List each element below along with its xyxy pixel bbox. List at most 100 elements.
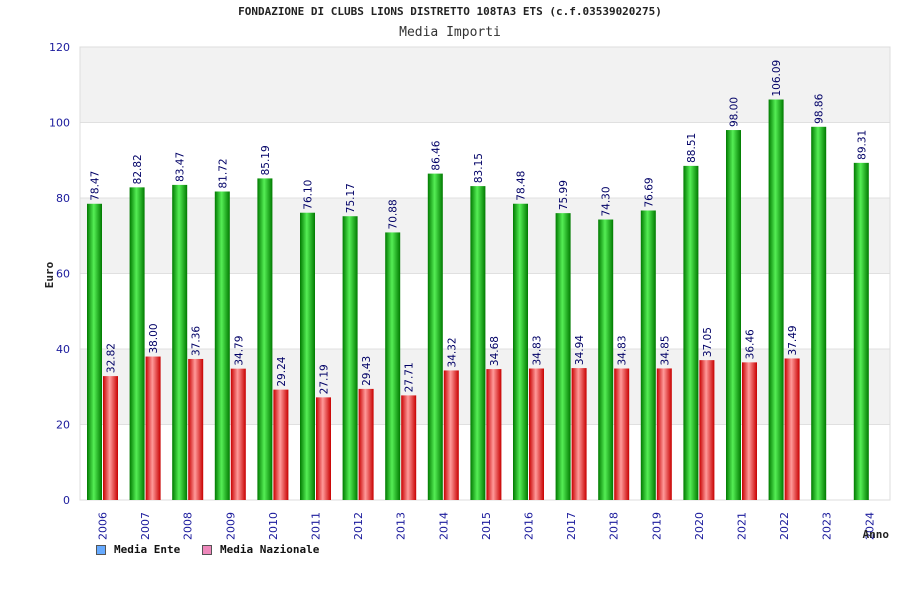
x-tick-label: 2020 [693, 512, 706, 540]
bar-media-nazionale [273, 389, 289, 500]
bar-media-nazionale [230, 368, 246, 500]
x-tick-label: 2007 [139, 512, 152, 540]
data-label: 76.69 [643, 177, 655, 207]
y-tick-label: 40 [56, 343, 70, 356]
x-tick-label: 2015 [480, 512, 493, 540]
bar-media-ente [513, 203, 528, 500]
x-tick-label: 2024 [863, 512, 876, 540]
bar-media-nazionale [614, 368, 630, 500]
legend-swatch [202, 544, 212, 555]
bar-media-ente [683, 165, 699, 500]
bar-media-nazionale [401, 395, 417, 500]
x-tick-label: 2013 [395, 512, 408, 540]
bar-media-ente [427, 173, 443, 500]
bar-media-ente [342, 216, 358, 500]
bar-media-ente [87, 203, 102, 500]
data-label: 37.49 [787, 325, 799, 355]
bar-media-nazionale [486, 369, 502, 500]
data-label: 27.71 [404, 362, 416, 392]
data-label: 83.15 [473, 153, 485, 183]
bar-media-ente [640, 210, 656, 501]
data-label: 34.83 [617, 335, 629, 365]
legend-swatch [96, 544, 106, 555]
bar-media-nazionale [699, 360, 715, 500]
data-label: 78.48 [516, 171, 528, 201]
data-label: 74.30 [601, 186, 613, 216]
bar-media-nazionale [316, 397, 331, 500]
y-tick-label: 0 [63, 494, 70, 507]
bar-media-ente [385, 232, 401, 501]
chart-subtitle: Media Importi [399, 25, 501, 40]
y-tick-label: 20 [56, 419, 70, 432]
bar-media-nazionale [742, 362, 757, 500]
x-tick-label: 2016 [523, 512, 536, 540]
data-label: 34.79 [233, 336, 245, 366]
data-label: 34.68 [489, 336, 501, 366]
x-tick-label: 2014 [437, 512, 450, 540]
bar-media-ente [172, 184, 188, 500]
data-label: 29.43 [361, 356, 373, 386]
x-axis-label: Anno [863, 528, 890, 541]
bar-media-ente [257, 178, 273, 500]
data-label: 75.99 [558, 180, 570, 210]
x-tick-label: 2021 [736, 512, 749, 540]
bar-media-ente [598, 219, 614, 500]
bar-media-ente [129, 187, 145, 501]
x-tick-label: 2019 [650, 512, 663, 540]
data-label: 34.85 [659, 335, 671, 365]
data-label: 70.88 [388, 199, 400, 229]
bar-media-nazionale [188, 358, 204, 500]
data-label: 98.86 [814, 93, 826, 123]
x-tick-label: 2009 [224, 512, 237, 540]
data-label: 89.31 [856, 130, 868, 160]
data-label: 98.00 [729, 97, 741, 127]
bar-media-nazionale [784, 358, 800, 500]
x-tick-label: 2010 [267, 512, 280, 540]
x-tick-label: 2023 [821, 512, 834, 540]
data-label: 29.24 [276, 356, 288, 386]
bar-media-nazionale [529, 368, 544, 500]
x-tick-label: 2018 [608, 512, 621, 540]
bar-media-ente [470, 186, 486, 500]
bar-media-nazionale [571, 368, 587, 500]
data-label: 38.00 [148, 323, 160, 353]
data-label: 34.94 [574, 335, 586, 365]
y-tick-label: 120 [49, 41, 70, 54]
bar-media-ente [300, 212, 315, 500]
legend-label: Media Ente [114, 543, 181, 556]
data-label: 37.05 [702, 327, 714, 357]
y-tick-label: 60 [56, 268, 70, 281]
y-tick-label: 80 [56, 192, 70, 205]
bar-media-nazionale [103, 376, 118, 500]
data-label: 85.19 [260, 145, 272, 175]
data-label: 34.32 [446, 337, 458, 367]
data-label: 37.36 [191, 326, 203, 356]
grid-band [80, 47, 890, 123]
x-tick-label: 2006 [97, 512, 110, 540]
data-label: 86.46 [430, 140, 442, 170]
bar-media-nazionale [358, 388, 374, 500]
data-label: 32.82 [106, 343, 118, 373]
bar-media-nazionale [656, 368, 672, 500]
x-tick-label: 2022 [778, 512, 791, 540]
legend-label: Media Nazionale [220, 543, 320, 556]
chart-title: FONDAZIONE DI CLUBS LIONS DISTRETTO 108T… [238, 5, 662, 18]
legend-item-media-ente: Media Ente [96, 543, 180, 556]
x-tick-label: 2008 [182, 512, 195, 540]
data-label: 88.51 [686, 133, 698, 163]
y-axis-label: Euro [43, 261, 56, 288]
data-label: 81.72 [217, 158, 229, 188]
data-label: 78.47 [90, 171, 102, 201]
x-tick-label: 2017 [565, 512, 578, 540]
x-tick-label: 2012 [352, 512, 365, 540]
bar-media-ente [726, 130, 741, 501]
data-label: 75.17 [345, 183, 357, 213]
data-label: 27.19 [319, 364, 331, 394]
data-label: 83.47 [175, 152, 187, 182]
x-tick-label: 2011 [310, 512, 323, 540]
bar-media-ente [555, 213, 571, 500]
data-label: 106.09 [771, 60, 783, 97]
bar-media-ente [214, 191, 230, 500]
data-label: 34.83 [532, 335, 544, 365]
